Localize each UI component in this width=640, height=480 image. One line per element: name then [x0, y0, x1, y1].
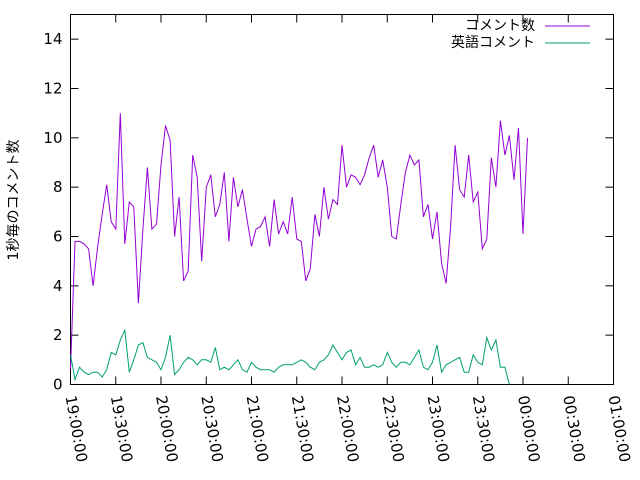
x-tick-label: 00:30:00: [559, 394, 588, 463]
y-tick-label: 6: [53, 228, 63, 246]
y-tick-label: 4: [53, 277, 63, 295]
legend: コメント数 英語コメント: [451, 18, 590, 51]
series-line-1: [70, 328, 510, 385]
legend-label-comments: コメント数: [465, 18, 535, 34]
y-tick-label: 2: [53, 326, 63, 344]
x-tick-label: 00:00:00: [514, 394, 543, 463]
plot-frame: [70, 14, 614, 385]
x-axis-ticks: 19:00:00 19:30:00 20:00:00 20:30:00 21:00:00…: [62, 14, 634, 464]
x-tick-label: 21:30:00: [288, 394, 317, 463]
x-tick-label: 22:30:00: [378, 394, 407, 463]
series-line-0: [70, 113, 528, 370]
series-lines: [70, 113, 528, 385]
y-axis-ticks: 0 2 4 6 8 10 12 14: [43, 30, 614, 394]
x-tick-label: 19:30:00: [107, 394, 136, 463]
y-axis-label: 1秒毎のコメント数: [6, 140, 22, 261]
x-tick-label: 22:00:00: [333, 394, 362, 463]
y-tick-label: 10: [43, 129, 62, 147]
x-tick-label: 23:00:00: [424, 394, 453, 463]
x-tick-label: 21:00:00: [243, 394, 272, 463]
x-tick-label: 20:00:00: [152, 394, 181, 463]
x-tick-label: 23:30:00: [469, 394, 498, 463]
y-tick-label: 14: [43, 30, 62, 48]
x-tick-label: 01:00:00: [605, 394, 634, 463]
y-tick-label: 8: [53, 178, 63, 196]
legend-label-english-comments: 英語コメント: [451, 34, 535, 51]
x-tick-label: 19:00:00: [62, 394, 91, 463]
y-tick-label: 0: [53, 376, 63, 394]
x-tick-label: 20:30:00: [197, 394, 226, 463]
y-tick-label: 12: [43, 80, 62, 98]
